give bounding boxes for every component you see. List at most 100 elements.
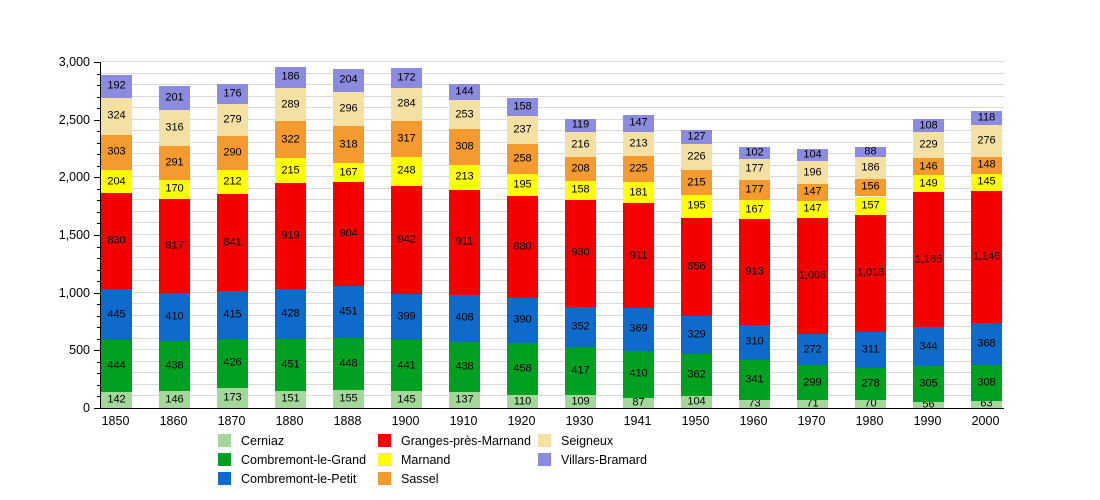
segment-cerniaz: [565, 395, 596, 408]
segment-seigneux: [159, 109, 190, 146]
segment-value-label: 104: [687, 395, 706, 408]
segment-combremont-le-petit: [913, 326, 944, 367]
gridline: [101, 372, 1004, 374]
segment-value-label: 149: [919, 177, 938, 190]
segment-value-label: 911: [455, 235, 474, 248]
y-axis-label: 1,500: [58, 228, 90, 242]
segment-value-label: 173: [223, 391, 242, 404]
bar-1910: 137 438 408 911 213 308 253 144: [449, 62, 480, 408]
segment-value-label: 417: [571, 364, 590, 377]
segment-value-label: 104: [803, 148, 822, 161]
bar-1860: 146 438 410 817 170 291 316 201: [159, 62, 190, 408]
legend-swatch: [538, 453, 551, 466]
segment-value-label: 426: [223, 356, 242, 369]
segment-sassel: [275, 121, 306, 159]
segment-value-label: 146: [919, 160, 938, 173]
segment-value-label: 444: [107, 359, 126, 372]
segment-value-label: 108: [919, 119, 938, 132]
segment-value-label: 146: [165, 393, 184, 406]
segment-sassel: [159, 145, 190, 180]
segment-combremont-le-grand: [333, 338, 364, 391]
segment-value-label: 344: [919, 340, 938, 353]
segment-villars-bramard: [275, 66, 306, 88]
gridline: [101, 222, 1004, 224]
y-axis-tick: [97, 281, 100, 283]
segment-value-label: 318: [339, 138, 358, 151]
legend-item-sassel: Sassel: [378, 469, 531, 488]
segment-cerniaz: [449, 392, 480, 408]
gridline: [101, 84, 1004, 86]
segment-value-label: 119: [571, 118, 590, 131]
gridline: [101, 118, 1004, 120]
gridline: [101, 61, 1004, 62]
legend-label: Villars-Bramard: [561, 452, 647, 467]
legend-label: Cerniaz: [241, 433, 285, 448]
segment-value-label: 204: [339, 73, 358, 86]
gridline: [101, 107, 1004, 109]
segment-marnand: [565, 181, 596, 200]
legend-label: Granges-près-Marnand: [401, 433, 531, 448]
segment-value-label: 157: [861, 199, 880, 212]
segment-value-label: 137: [455, 393, 474, 406]
bar-1970: 71 299 272 1,006 147 147 196 104: [797, 62, 828, 409]
segment-cerniaz: [971, 400, 1002, 408]
segment-seigneux: [275, 87, 306, 122]
segment-value-label: 428: [281, 307, 300, 320]
x-axis-label: 1930: [565, 414, 594, 428]
y-axis-tick: [97, 165, 100, 167]
segment-value-label: 317: [397, 132, 416, 145]
legend-swatch: [378, 472, 391, 485]
segment-combremont-le-grand: [275, 338, 306, 391]
segment-value-label: 305: [919, 377, 938, 390]
y-axis-tick: [94, 119, 100, 121]
legend-item-granges-pr-s-marnand: Granges-près-Marnand: [378, 431, 531, 450]
segment-combremont-le-petit: [971, 322, 1002, 366]
segment-combremont-le-grand: [101, 340, 132, 392]
segment-value-label: 911: [629, 249, 648, 262]
segment-cerniaz: [101, 391, 132, 408]
segment-value-label: 172: [397, 71, 416, 84]
segment-seigneux: [739, 159, 770, 180]
segment-marnand: [971, 173, 1002, 191]
segment-combremont-le-petit: [797, 333, 828, 366]
y-axis-tick: [97, 142, 100, 144]
segment-sassel: [971, 156, 1002, 174]
segment-value-label: 186: [861, 161, 880, 174]
y-axis-tick: [94, 235, 100, 236]
segment-value-label: 308: [977, 376, 996, 389]
y-axis-tick: [94, 408, 100, 409]
segment-value-label: 167: [339, 166, 358, 179]
gridline: [101, 383, 1004, 385]
segment-combremont-le-grand: [565, 347, 596, 396]
segment-sassel: [333, 126, 364, 163]
gridline: [101, 141, 1004, 143]
segment-value-label: 311: [861, 343, 880, 356]
x-axis-label: 1910: [449, 414, 478, 428]
gridline: [101, 95, 1004, 97]
bar-1930: 109 417 352 930 158 208 216 119: [565, 62, 596, 408]
segment-value-label: 390: [513, 313, 532, 326]
segment-villars-bramard: [391, 68, 422, 88]
segment-value-label: 195: [513, 178, 532, 191]
y-axis-tick: [97, 246, 100, 248]
segment-combremont-le-petit: [217, 291, 248, 339]
segment-value-label: 284: [397, 97, 416, 110]
segment-granges-pr-s-marnand: [391, 185, 422, 295]
segment-cerniaz: [159, 391, 190, 408]
gridline: [101, 199, 1004, 201]
segment-combremont-le-grand: [971, 365, 1002, 401]
segment-seigneux: [797, 161, 828, 185]
segment-value-label: 176: [223, 87, 242, 100]
segment-combremont-le-grand: [623, 350, 654, 398]
segment-seigneux: [913, 131, 944, 159]
segment-value-label: 167: [745, 203, 764, 216]
y-axis-tick: [94, 177, 100, 179]
y-axis-tick: [97, 258, 100, 260]
segment-value-label: 1,165: [914, 253, 943, 265]
segment-combremont-le-petit: [739, 324, 770, 361]
y-axis-label: 0: [83, 401, 90, 415]
legend-column: Seigneux Villars-Bramard: [538, 431, 647, 469]
legend-item-combremont-le-petit: Combremont-le-Petit: [218, 469, 366, 488]
gridline: [101, 187, 1004, 189]
